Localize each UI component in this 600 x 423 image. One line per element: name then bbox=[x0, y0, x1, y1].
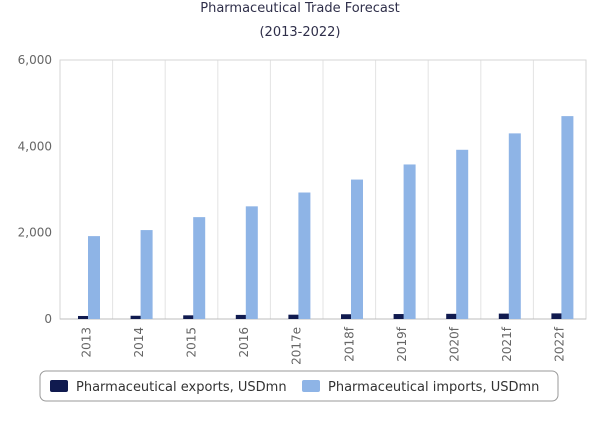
bar-imports bbox=[88, 236, 100, 319]
x-tick-label: 2014 bbox=[132, 327, 146, 358]
legend: Pharmaceutical exports, USDmn Pharmaceut… bbox=[39, 370, 559, 402]
y-tick-label: 2,000 bbox=[18, 226, 52, 240]
x-tick-label: 2021f bbox=[500, 326, 514, 362]
x-tick-label: 2020f bbox=[448, 326, 462, 362]
x-axis-tick-labels: 2013 2014 2015 2016 2017e 2018f 2019f 2020f 2021… bbox=[79, 326, 566, 365]
bar-exports bbox=[498, 313, 511, 319]
bar-imports bbox=[193, 217, 206, 319]
bar-exports bbox=[551, 313, 564, 319]
x-tick-label: 2022f bbox=[553, 326, 567, 362]
bar-exports bbox=[78, 315, 90, 319]
legend-label-imports: Pharmaceutical imports, USDmn bbox=[328, 380, 539, 395]
y-tick-label: 4,000 bbox=[18, 139, 52, 153]
chart-title: Pharmaceutical Trade Forecast bbox=[200, 1, 399, 16]
legend-box bbox=[39, 370, 559, 402]
bar-exports bbox=[341, 314, 353, 319]
x-tick-label: 2017e bbox=[290, 327, 304, 365]
x-tick-label: 2013 bbox=[79, 327, 93, 358]
bar-imports bbox=[298, 192, 311, 319]
x-tick-label: 2019f bbox=[395, 326, 409, 362]
bar-imports bbox=[140, 230, 153, 319]
legend-label-exports: Pharmaceutical exports, USDmn bbox=[76, 380, 287, 395]
bar-imports bbox=[351, 179, 363, 319]
legend-swatch-exports bbox=[50, 380, 68, 392]
grid-lines bbox=[112, 60, 534, 319]
y-tick-label: 0 bbox=[44, 312, 52, 326]
x-tick-label: 2018f bbox=[342, 326, 356, 362]
x-tick-label: 2015 bbox=[185, 327, 199, 358]
y-axis-tick-labels: 0 2,000 4,000 6,000 bbox=[18, 53, 52, 326]
bar-exports bbox=[130, 315, 143, 319]
bar-imports bbox=[561, 116, 574, 319]
x-tick-label: 2016 bbox=[237, 327, 251, 358]
bar-exports bbox=[446, 313, 459, 319]
y-tick-label: 6,000 bbox=[18, 53, 52, 67]
bar-imports bbox=[456, 149, 469, 319]
bar-exports bbox=[288, 314, 301, 319]
bar-exports bbox=[235, 314, 248, 319]
bar-imports bbox=[508, 133, 521, 319]
bar-imports bbox=[245, 206, 258, 319]
bar-exports bbox=[393, 314, 406, 319]
bar-exports bbox=[183, 315, 196, 319]
bar-imports bbox=[403, 164, 416, 319]
chart-subtitle: (2013-2022) bbox=[259, 25, 340, 40]
bars bbox=[78, 116, 574, 319]
legend-swatch-imports bbox=[302, 380, 320, 392]
